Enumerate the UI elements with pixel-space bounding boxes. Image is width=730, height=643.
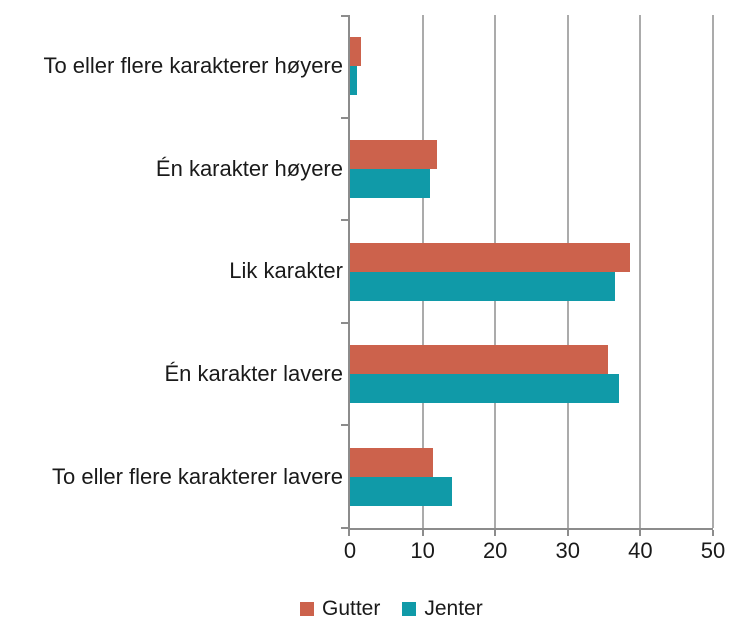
bar-jenter-1	[350, 169, 430, 198]
y-tick-2	[341, 219, 348, 221]
y-tick-5	[341, 527, 348, 529]
x-tick-0	[348, 530, 350, 536]
jenter-swatch-icon	[402, 602, 417, 616]
plot-area	[341, 15, 714, 536]
gutter-swatch-icon	[300, 602, 314, 616]
x-axis-line	[348, 528, 713, 530]
x-tick-label-50: 50	[700, 538, 726, 563]
x-tick-label-10: 10	[410, 538, 435, 563]
bar-gutter-1	[350, 140, 438, 169]
x-tick-20	[494, 530, 497, 536]
gridline-50	[712, 15, 714, 528]
legend-item-gutter: Gutter	[300, 596, 380, 622]
bar-jenter-3	[350, 374, 619, 403]
y-axis-line	[348, 15, 350, 534]
x-tick-50	[712, 530, 714, 536]
bar-gutter-4	[350, 448, 434, 477]
category-label: Én karakter høyere	[155, 155, 343, 181]
x-tick-label-40: 40	[628, 538, 653, 563]
x-tick-label-0: 0	[343, 538, 357, 563]
bar-gutter-0	[350, 37, 361, 66]
legend-label-jenter: Jenter	[424, 597, 483, 620]
category-label: Lik karakter	[229, 258, 343, 284]
gridline-40	[639, 15, 642, 528]
y-tick-3	[341, 322, 348, 324]
y-tick-0	[341, 15, 348, 17]
x-tick-label-30: 30	[555, 538, 581, 563]
x-tick-label-20: 20	[482, 538, 508, 563]
y-tick-1	[341, 117, 348, 119]
legend-label-gutter: Gutter	[322, 597, 381, 620]
category-axis-labels: To eller flere karakterer høyere Én karak…	[0, 15, 343, 528]
bar-gutter-3	[350, 345, 608, 374]
category-label: To eller flere karakterer lavere	[51, 463, 343, 489]
category-label: To eller flere karakterer høyere	[43, 53, 343, 79]
legend-item-jenter: Jenter	[402, 596, 483, 622]
bar-jenter-2	[350, 272, 615, 301]
legend: Gutter Jenter	[300, 596, 483, 622]
x-tick-40	[639, 530, 642, 536]
bar-jenter-0	[350, 66, 358, 95]
bar-jenter-4	[350, 477, 452, 506]
x-axis-tick-labels: 0 10 20 30 40 50	[344, 538, 725, 566]
category-label: Én karakter lavere	[164, 361, 343, 387]
x-tick-30	[566, 530, 569, 536]
x-tick-10	[421, 530, 424, 536]
bar-gutter-2	[350, 243, 630, 272]
y-tick-4	[341, 424, 348, 426]
